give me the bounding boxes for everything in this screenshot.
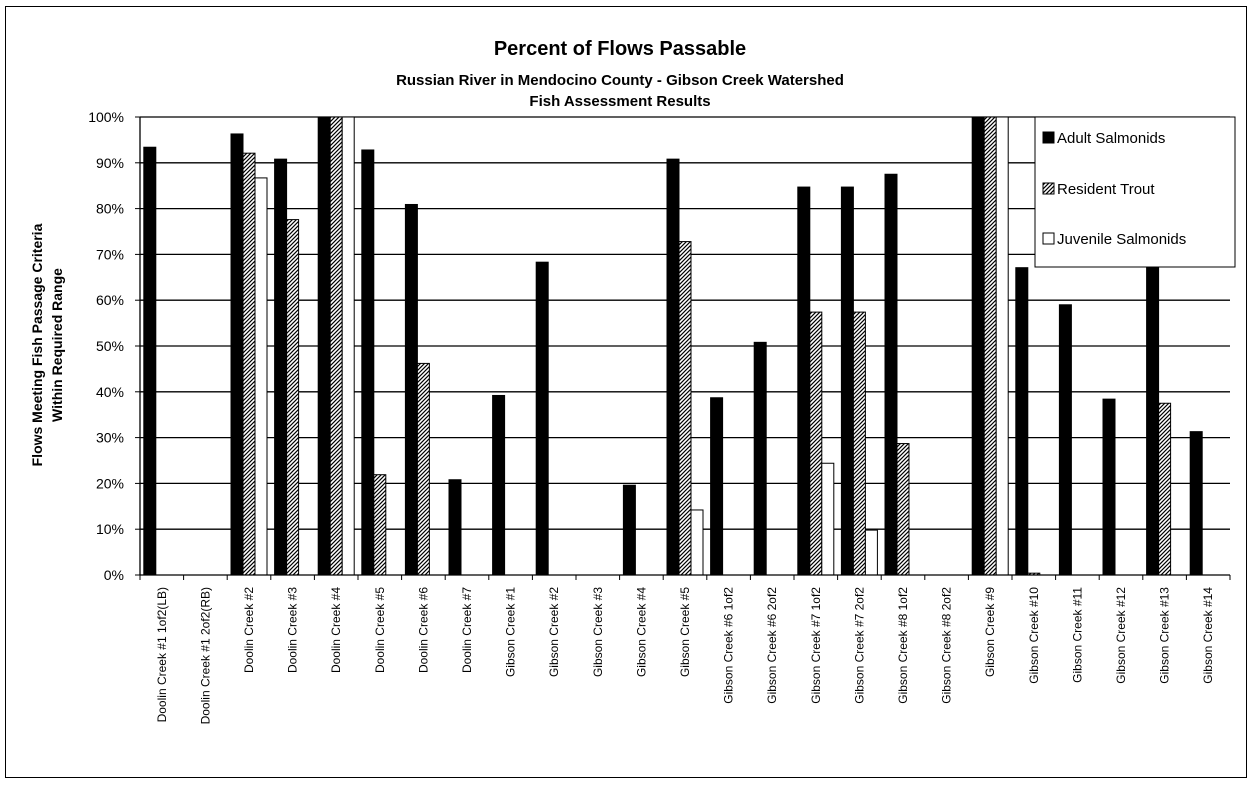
- x-tick-label: Gibson Creek #5: [678, 587, 692, 677]
- y-tick-labels: 0% 10% 20% 30% 40% 50% 60% 70% 80% 90% 100%: [88, 109, 140, 583]
- bar-resident-trout: [286, 219, 300, 576]
- chart-subtitle-line-1: Russian River in Mendocino County - Gibs…: [396, 72, 844, 89]
- bar-resident-trout: [242, 152, 256, 576]
- x-tick-label: Gibson Creek #7 1of2: [809, 587, 823, 704]
- legend: Adult Salmonids Resident Trout Juvenile Sa…: [1034, 116, 1236, 268]
- bar-resident-trout: [329, 116, 343, 576]
- bar-adult-salmonids: [317, 116, 331, 576]
- y-tick-label: 30%: [96, 430, 124, 446]
- legend-swatch-adult-salmonids: [1042, 131, 1055, 144]
- x-tick-label: Doolin Creek #6: [416, 587, 430, 673]
- bar-adult-salmonids: [753, 341, 767, 576]
- y-tick-label: 70%: [96, 246, 124, 262]
- bar-adult-salmonids: [404, 203, 418, 576]
- y-tick-label: 80%: [96, 201, 124, 217]
- bar-adult-salmonids: [492, 394, 506, 576]
- bar-resident-trout: [678, 241, 692, 576]
- y-tick-label: 20%: [96, 475, 124, 491]
- bar-resident-trout: [416, 362, 430, 576]
- bar-adult-salmonids: [1058, 304, 1072, 576]
- bar-resident-trout: [373, 474, 387, 576]
- bar-adult-salmonids: [840, 186, 854, 576]
- bar-adult-salmonids: [1189, 431, 1203, 576]
- x-tick-label: Doolin Creek #4: [329, 587, 343, 673]
- x-tick-labels: Doolin Creek #1 1of2(LB) Doolin Creek #1 …: [155, 587, 1215, 725]
- y-tick-label: 50%: [96, 338, 124, 354]
- y-tick-label: 100%: [88, 109, 124, 125]
- chart-title: Percent of Flows Passable: [494, 38, 746, 60]
- x-tick-label: Doolin Creek #2: [242, 587, 256, 673]
- x-tick-label: Gibson Creek #10: [1027, 587, 1041, 684]
- bar-resident-trout: [809, 311, 823, 576]
- bar-juvenile-salmonids: [864, 529, 878, 576]
- y-axis-title-line-1: Flows Meeting Fish Passage Criteria: [29, 223, 45, 466]
- bar-adult-salmonids: [666, 158, 680, 576]
- bar-adult-salmonids: [230, 133, 244, 576]
- x-tick-label: Doolin Creek #1 2of2(RB): [198, 587, 212, 724]
- x-tick-label: Gibson Creek #1: [504, 587, 518, 677]
- x-tick-label: Doolin Creek #5: [373, 587, 387, 673]
- bar-juvenile-salmonids: [995, 116, 1009, 576]
- bar-juvenile-salmonids: [254, 177, 268, 576]
- bar-adult-salmonids: [448, 479, 462, 576]
- bar-adult-salmonids: [971, 116, 985, 576]
- x-tick-label: Gibson Creek #8 1of2: [896, 587, 910, 704]
- y-tick-label: 90%: [96, 155, 124, 171]
- bar-juvenile-salmonids: [690, 509, 704, 576]
- x-tick-label: Gibson Creek #13: [1158, 587, 1172, 684]
- x-tick-label: Gibson Creek #9: [983, 587, 997, 677]
- bar-resident-trout: [983, 116, 997, 576]
- bar-adult-salmonids: [1102, 398, 1116, 576]
- x-tick-label: Gibson Creek #8 2of2: [940, 587, 954, 704]
- bar-resident-trout: [1158, 402, 1172, 576]
- bar-adult-salmonids: [1146, 263, 1160, 576]
- x-tick-label: Gibson Creek #2: [547, 587, 561, 677]
- y-tick-label: 10%: [96, 521, 124, 537]
- bar-resident-trout: [896, 443, 910, 576]
- x-tick-label: Doolin Creek #3: [286, 587, 300, 673]
- legend-label-adult-salmonids: Adult Salmonids: [1057, 130, 1165, 147]
- x-tick-label: Gibson Creek #11: [1070, 587, 1084, 683]
- bar-adult-salmonids: [797, 186, 811, 576]
- bar-adult-salmonids: [710, 397, 724, 576]
- y-axis-title-line-2: Within Required Range: [49, 268, 65, 422]
- y-tick-label: 0%: [104, 567, 124, 583]
- bar-juvenile-salmonids: [341, 116, 355, 576]
- bar-adult-salmonids: [361, 149, 375, 576]
- bar-juvenile-salmonids: [821, 462, 835, 576]
- x-tick-label: Doolin Creek #7: [460, 587, 474, 673]
- x-tick-label: Gibson Creek #14: [1201, 587, 1215, 684]
- x-tick-label: Gibson Creek #3: [591, 587, 605, 677]
- bar-adult-salmonids: [535, 261, 549, 576]
- y-tick-label: 60%: [96, 292, 124, 308]
- legend-swatch-juvenile-salmonids: [1042, 232, 1055, 245]
- bars: [143, 116, 1203, 576]
- x-tick-label: Gibson Creek #12: [1114, 587, 1128, 684]
- bar-adult-salmonids: [1015, 267, 1029, 576]
- bar-adult-salmonids: [884, 173, 898, 576]
- legend-box: [1034, 116, 1236, 268]
- x-tick-label: Gibson Creek #7 2of2: [852, 587, 866, 704]
- bar-adult-salmonids: [143, 146, 157, 576]
- legend-label-resident-trout: Resident Trout: [1057, 181, 1155, 198]
- y-tick-label: 40%: [96, 384, 124, 400]
- x-tick-label: Gibson Creek #6 1of2: [722, 587, 736, 704]
- x-tick-label: Gibson Creek #6 2of2: [765, 587, 779, 704]
- x-tick-label: Gibson Creek #4: [634, 587, 648, 677]
- bar-resident-trout: [852, 311, 866, 576]
- chart-frame: [5, 6, 1247, 778]
- bar-adult-salmonids: [274, 158, 288, 576]
- bar-adult-salmonids: [622, 484, 636, 576]
- x-tick-label: Doolin Creek #1 1of2(LB): [155, 587, 169, 722]
- chart-subtitle-line-2: Fish Assessment Results: [529, 93, 710, 110]
- legend-label-juvenile-salmonids: Juvenile Salmonids: [1057, 231, 1186, 248]
- legend-swatch-resident-trout: [1042, 182, 1055, 195]
